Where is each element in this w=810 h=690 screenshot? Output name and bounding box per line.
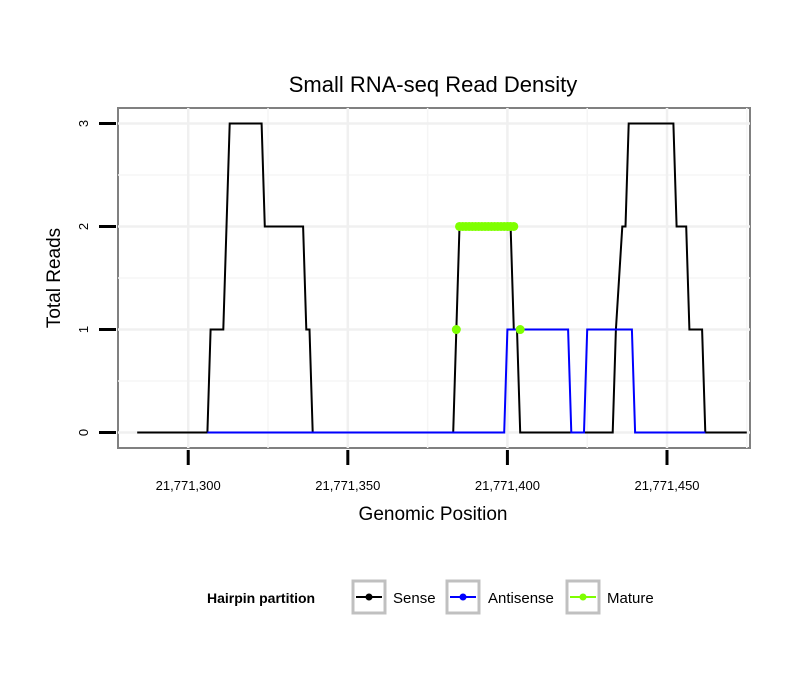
- legend-label-sense: Sense: [393, 590, 436, 607]
- y-tick-label: 0: [76, 429, 91, 436]
- x-tick-label: 21,771,300: [156, 478, 221, 493]
- data-point-mature: [509, 221, 519, 231]
- x-axis-title: Genomic Position: [359, 504, 508, 525]
- series-layer: [137, 122, 747, 434]
- legend-label-mature: Mature: [607, 590, 654, 607]
- x-tick-label: 21,771,450: [634, 478, 699, 493]
- legend: Hairpin partition Sense Antisense Mature: [207, 579, 654, 615]
- axis-ticks: 21,771,300 21,771,350 21,771,400 21,771,450…: [76, 120, 700, 493]
- series-line-antisense: [207, 328, 706, 434]
- y-axis-title: Total Reads: [44, 228, 65, 328]
- legend-title: Hairpin partition: [207, 590, 315, 606]
- data-point-mature: [515, 325, 525, 335]
- legend-key-dot-antisense: [459, 593, 467, 601]
- y-tick-label: 3: [76, 120, 91, 127]
- legend-label-antisense: Antisense: [488, 590, 554, 607]
- x-tick-label: 21,771,350: [315, 478, 380, 493]
- legend-key-dot-sense: [365, 593, 373, 601]
- chart-title: Small RNA-seq Read Density: [289, 72, 578, 97]
- data-point-mature: [451, 325, 461, 335]
- y-tick-label: 1: [76, 326, 91, 333]
- x-tick-label: 21,771,400: [475, 478, 540, 493]
- legend-key-dot-mature: [579, 593, 587, 601]
- y-tick-label: 2: [76, 223, 91, 230]
